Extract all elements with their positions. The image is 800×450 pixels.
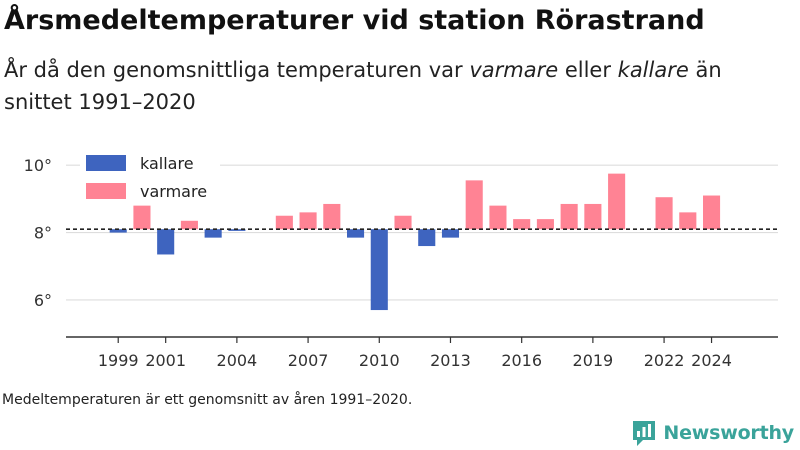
x-tick-label: 2019 xyxy=(573,351,614,370)
bar-warmer xyxy=(513,219,531,230)
y-tick-label: 10° xyxy=(24,156,52,175)
bar-warmer xyxy=(655,197,673,230)
x-tick-label: 2022 xyxy=(644,351,685,370)
y-tick-label: 8° xyxy=(34,224,52,243)
y-axis-labels: 6° 8° 10° xyxy=(24,156,52,310)
subtitle-pre: År då den genomsnittliga temperaturen va… xyxy=(4,58,470,82)
bar-colder xyxy=(109,229,127,233)
subtitle-mid: eller xyxy=(558,58,618,82)
bar-warmer xyxy=(299,212,317,230)
chart-subtitle: År då den genomsnittliga temperaturen va… xyxy=(4,54,784,118)
bar-colder xyxy=(228,229,246,231)
bar-warmer xyxy=(703,195,721,230)
bar-warmer xyxy=(180,220,198,230)
newsworthy-logo-icon xyxy=(633,421,656,446)
chart-title: Årsmedeltemperaturer vid station Rörastr… xyxy=(4,5,705,36)
bar-colder xyxy=(370,229,388,311)
bar-warmer xyxy=(584,203,602,230)
bar-colder xyxy=(441,229,460,238)
x-tick-label: 2016 xyxy=(501,351,542,370)
brand-logo: Newsworthy xyxy=(631,418,794,448)
x-tick-label: 2024 xyxy=(691,351,732,370)
x-tick-label: 2004 xyxy=(217,351,258,370)
bar-warmer xyxy=(133,205,151,230)
bars xyxy=(109,173,721,311)
legend: kallare varmare xyxy=(80,150,220,205)
x-tick-label: 2010 xyxy=(359,351,400,370)
bar-colder xyxy=(347,229,365,238)
x-tick-label: 2001 xyxy=(145,351,186,370)
y-tick-label: 6° xyxy=(34,291,52,310)
brand-name: Newsworthy xyxy=(663,422,794,444)
bar-warmer xyxy=(275,215,293,230)
bar-warmer xyxy=(465,180,483,230)
bar-warmer xyxy=(560,203,578,230)
bar-colder xyxy=(204,229,222,238)
bar-warmer xyxy=(679,212,697,230)
x-tick-label: 2013 xyxy=(430,351,471,370)
bar-warmer xyxy=(394,215,412,230)
subtitle-post: än snittet 1991–2020 xyxy=(4,58,722,114)
bar-warmer xyxy=(323,203,341,230)
bar-colder xyxy=(157,229,175,255)
bar-warmer xyxy=(608,173,626,230)
legend-label: kallare xyxy=(140,154,194,173)
legend-label: varmare xyxy=(140,182,207,201)
bar-colder xyxy=(418,229,436,247)
legend-swatch-warmer xyxy=(86,183,126,199)
x-axis: 1999 2001 2004 2007 2010 2013 2016 2019 2022 2024 xyxy=(66,336,778,370)
x-tick-label: 1999 xyxy=(98,351,139,370)
x-tick-label: 2007 xyxy=(288,351,329,370)
legend-swatch-colder xyxy=(86,155,126,171)
source-note: Medeltemperaturen är ett genomsnitt av å… xyxy=(2,392,413,408)
bar-warmer xyxy=(489,205,507,230)
subtitle-warm-word: varmare xyxy=(469,58,559,82)
subtitle-cold-word: kallare xyxy=(617,58,689,82)
bar-warmer xyxy=(536,219,554,230)
